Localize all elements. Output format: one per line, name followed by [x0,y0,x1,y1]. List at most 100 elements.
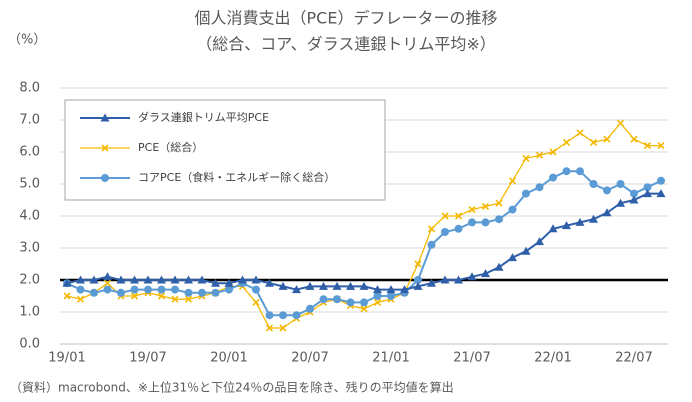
marker [603,135,611,143]
marker [101,144,109,152]
marker [521,246,531,255]
marker [252,285,260,294]
marker [76,285,85,294]
marker [603,186,611,195]
marker [171,285,179,294]
marker [346,281,355,290]
x-tick-label: 19/01 [48,351,85,366]
marker [481,218,490,227]
marker [197,275,207,284]
marker [278,281,288,290]
marker [656,189,666,198]
marker [602,208,612,217]
marker [333,295,341,304]
marker [292,311,301,320]
legend: ダラス連銀トリム平均PCE PCE（総合） コアPCE（食料・エネルギー除く総合） [64,99,386,201]
marker [373,285,382,294]
marker [576,167,584,176]
marker [76,295,85,303]
marker [468,206,476,214]
marker [184,295,193,303]
marker [481,269,490,278]
marker [184,288,193,297]
marker [508,205,517,214]
marker [630,135,638,143]
marker [360,298,368,307]
x-tick-label: 20/01 [210,351,247,366]
marker [454,224,463,233]
marker [522,189,530,198]
marker [211,288,220,297]
marker [305,281,315,290]
y-tick-label: 7.0 [19,113,40,128]
marker [440,275,450,284]
marker [468,218,476,227]
marker [481,202,490,210]
marker [643,183,652,192]
marker [198,288,206,297]
legend-label: コアPCE（食料・エネルギー除く総合） [138,170,335,184]
marker [589,214,598,223]
marker [103,272,112,281]
marker [100,113,110,122]
marker [414,276,422,284]
marker [346,298,355,307]
marker [616,180,625,188]
marker [441,212,449,220]
marker [90,288,98,297]
marker [103,285,112,294]
marker [387,292,395,300]
marker [143,275,153,284]
marker [562,221,571,230]
marker [130,285,139,294]
x-tick-label: 21/07 [453,351,490,366]
marker [373,298,382,306]
marker [629,195,639,204]
marker [562,138,571,146]
marker [279,324,287,332]
marker [427,278,436,287]
marker [265,324,274,332]
y-tick-label: 0.0 [19,337,40,352]
marker [535,237,544,246]
marker [319,295,328,304]
marker [414,260,422,268]
note: （資料）macrobond、※上位31％と下位24％の品目を除き、残りの平均値を… [10,380,454,395]
x-tick-label: 22/07 [615,351,652,366]
marker [549,173,557,182]
marker [657,142,665,150]
y-tick-label: 5.0 [19,177,40,192]
marker [589,138,598,146]
marker [535,183,544,192]
x-tick-label: 21/01 [372,351,409,366]
marker [427,240,436,249]
y-tick-label: 1.0 [19,305,40,320]
marker [103,279,112,287]
marker [211,278,220,287]
marker [616,198,625,207]
y-tick-label: 6.0 [19,145,40,160]
marker [495,215,503,224]
y-tick-label: 3.0 [19,241,40,256]
chart-title: 個人消費支出（PCE）デフレーターの推移 [195,9,498,28]
legend-box [64,99,386,201]
marker [359,281,369,290]
marker [170,275,180,284]
marker [427,225,436,233]
legend-label: ダラス連銀トリム平均PCE [138,110,269,124]
marker [89,275,99,284]
marker [454,212,463,220]
marker [360,305,368,313]
marker [225,285,233,294]
marker [643,189,652,198]
marker [63,292,71,300]
marker [157,285,166,294]
marker [157,275,166,284]
marker [238,275,247,284]
marker [400,285,409,294]
marker [116,275,126,284]
y-tick-label: 8.0 [19,81,40,96]
marker [117,288,125,297]
x-tick-label: 19/07 [129,351,166,366]
